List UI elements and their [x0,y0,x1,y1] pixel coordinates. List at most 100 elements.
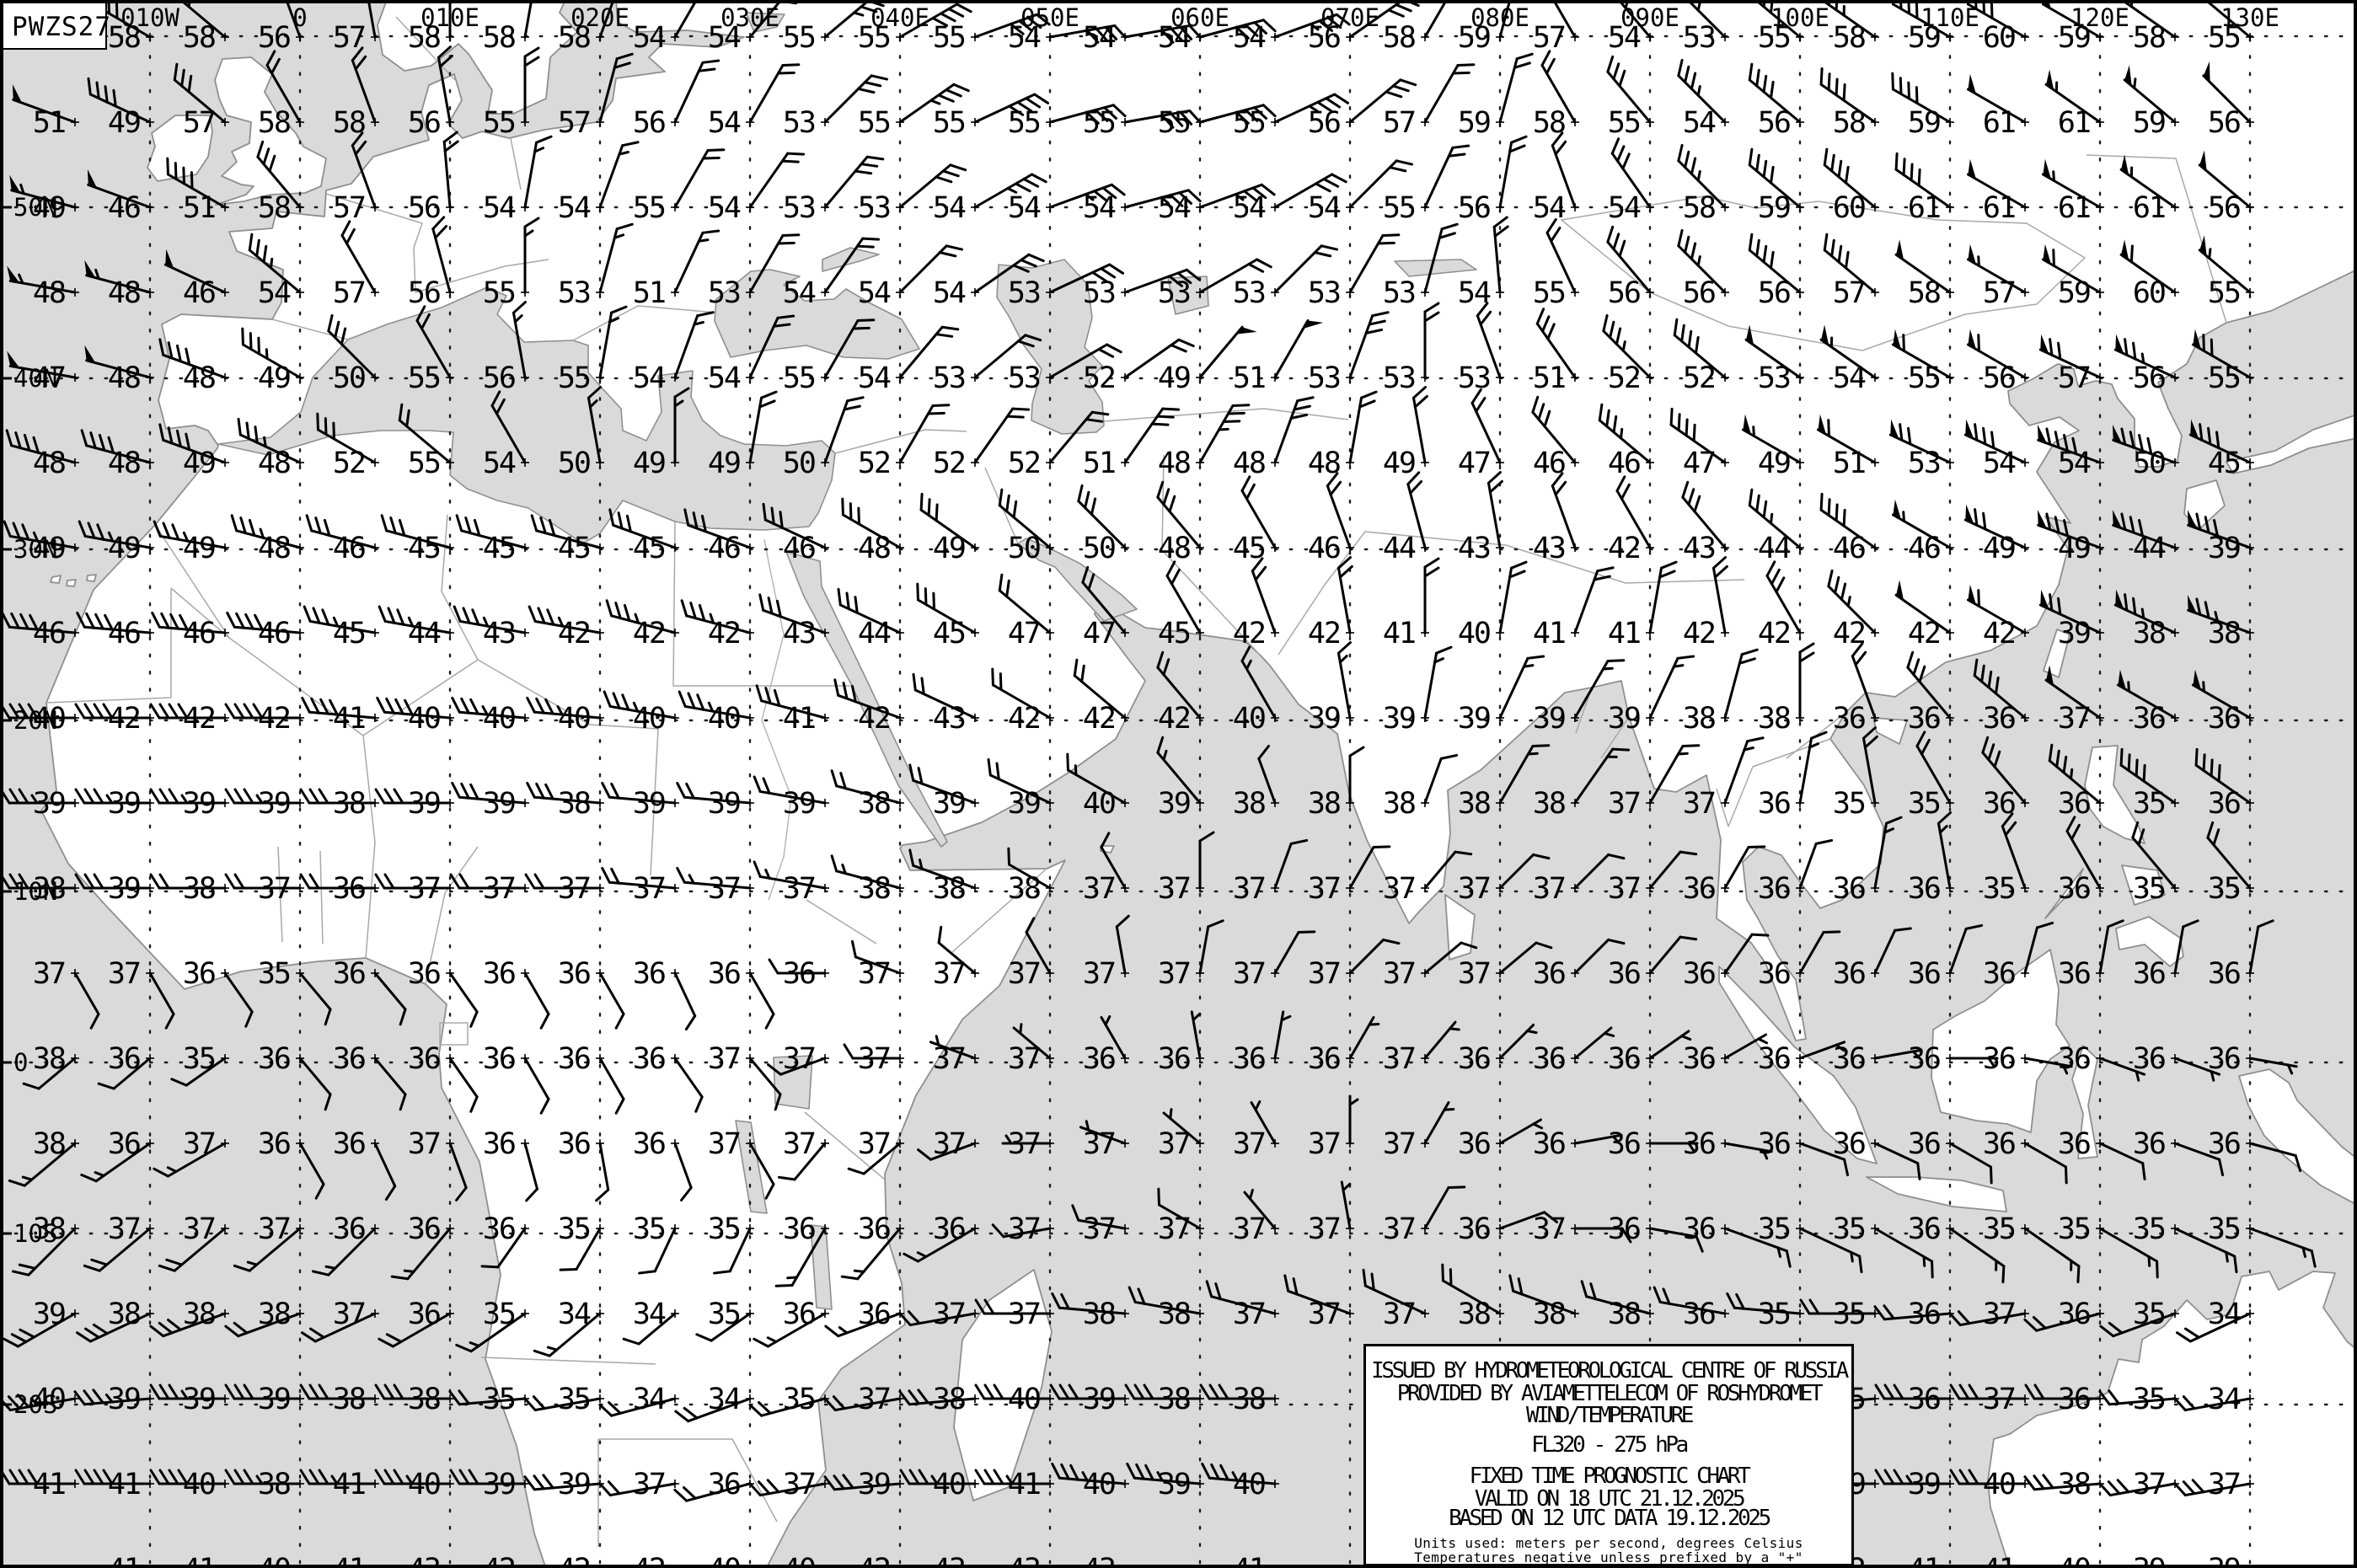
wind-barb [523,135,553,209]
wind-barb [973,13,1051,39]
station-temp: 48 [858,532,890,565]
station: 47 [1458,388,1504,480]
barb-full [1009,23,1025,35]
station-temp: 38 [1308,787,1340,821]
landmass-group [40,0,2357,1568]
barb-staff [1412,396,1427,464]
station: 48 [1158,404,1251,480]
barb-half [513,314,523,324]
station-temp: 43 [1533,532,1565,565]
wind-barb [1273,173,1347,209]
barb-staff [1423,0,1460,39]
station-temp: 36 [1533,1127,1565,1161]
station-temp: 54 [483,447,516,480]
station-temp: 36 [558,1127,590,1161]
barb-full [1423,311,1440,323]
station-temp: 53 [1008,361,1040,395]
longitude-label: 040E [870,3,929,32]
wind-barb [2041,0,2102,39]
barb-staff [1966,343,2027,379]
barb-full [1368,319,1386,326]
wind-barb [158,338,227,379]
station-temp: 36 [933,1212,965,1246]
barb-staff [1423,63,1460,124]
barb-full [1108,263,1125,275]
station-temp: 38 [1233,787,1265,821]
station-temp: 53 [783,191,815,225]
barb-pennant [1236,327,1257,334]
barb-full [1540,50,1551,67]
kyushu-island [2183,479,2226,530]
station-temp: 38 [1383,787,1415,821]
station-temp: 36 [108,1127,140,1161]
barb-half [929,99,941,105]
wind-barb [673,148,726,209]
station-temp: 36 [483,1212,515,1246]
barb-staff [1677,74,1727,124]
station-temp: 36 [1458,1127,1490,1161]
sumatra-island [1718,966,1878,1164]
station: 52 [1083,338,1195,395]
barb-half [265,348,269,360]
barb-full [523,46,540,58]
station-temp: 55 [1158,106,1190,140]
barb-staff [85,444,152,464]
barb-pennant [1893,329,1901,350]
barb-staff [1540,0,1577,39]
station-temp: 37 [1008,957,1040,991]
barb-staff [166,173,227,209]
station-temp: 36 [1158,1042,1190,1076]
wind-barb [1677,228,1727,294]
station-temp: 39 [1458,702,1490,736]
station-temp: 37 [1233,1212,1265,1246]
station-temp: 37 [633,872,665,906]
australia-landmass [1987,1271,2357,1568]
station: 61 [1894,152,1954,225]
info-box: ISSUED BY HYDROMETEOROLOGICAL CENTRE OF … [1363,1344,1854,1566]
wind-barb [898,404,951,464]
barb-full [2057,341,2062,361]
barb-full [1333,93,1350,104]
barb-staff [1545,231,1577,294]
station: 54 [708,152,806,225]
station-temp: 38 [2208,617,2240,650]
barb-staff [2044,83,2102,124]
station: 53 [1158,258,1272,310]
barb-staff [490,404,527,464]
station-temp: 57 [1533,21,1565,55]
honshu-island [2226,414,2357,474]
station-temp: 36 [408,1212,440,1246]
station: 56 [408,45,454,140]
wind-barb [587,386,602,464]
station-temp: 36 [783,1212,815,1246]
graticule-group: 010W 0 010E 020E 030E 040E 050E 060E 070E 080E 090… [0,3,2357,1565]
station-temp: 56 [1608,276,1640,310]
station: 54 [483,390,529,480]
wind-barb [237,417,302,464]
station-temp: 57 [1383,106,1415,140]
wind-barb [415,305,452,379]
barb-staff [1531,410,1577,464]
barb-staff [1673,334,1727,379]
station-temp: 36 [708,957,740,991]
station-temp: 51 [1533,361,1565,395]
wind-barb [1551,131,1577,209]
barb-full [241,327,244,346]
barb-full [1535,308,1545,325]
barb-half [270,257,274,270]
barb-full [949,163,967,172]
barb-staff [1048,343,1109,379]
station: 57 [333,220,379,310]
barb-staff [1348,78,1402,124]
barb-full [158,423,165,442]
station: 57 [333,131,379,225]
barb-half [852,11,865,17]
barb-staff [598,0,624,39]
station-temp: 37 [1383,1127,1415,1161]
station: 54 [933,173,1047,225]
barb-full [1551,131,1564,147]
barb-half [2133,78,2137,90]
barb-full [1612,415,1618,434]
barb-staff [1123,407,1165,464]
